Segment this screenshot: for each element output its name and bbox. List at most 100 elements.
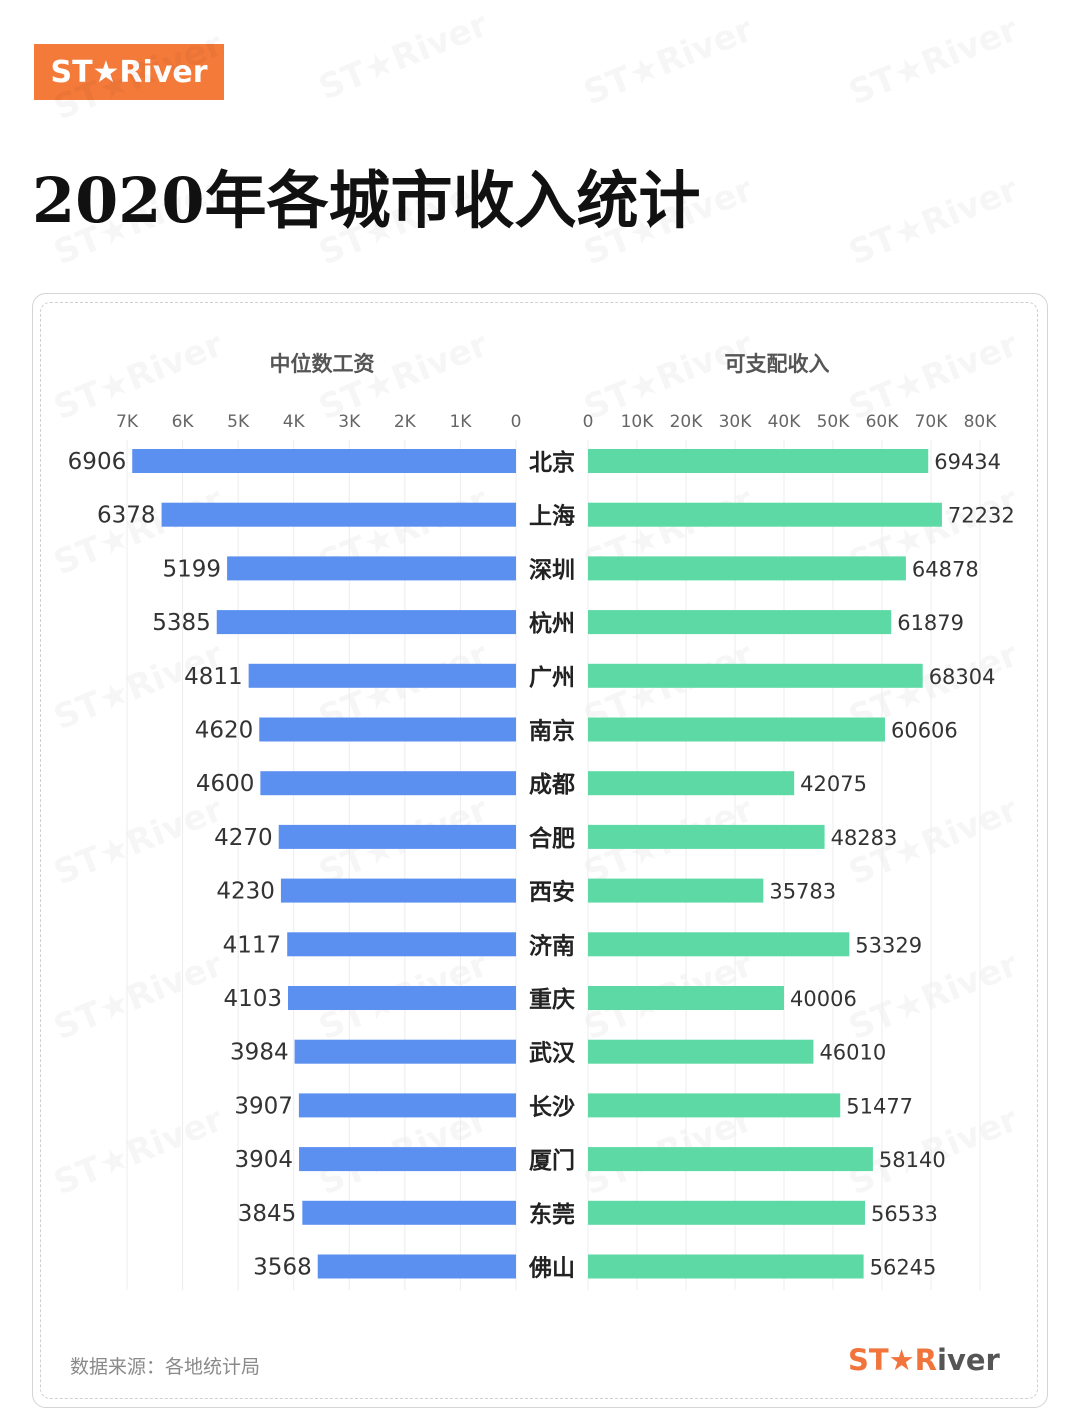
watermark-text: ST★River <box>843 169 1023 273</box>
right-bar-value-label: 68304 <box>929 665 996 689</box>
right-bar-value-label: 60606 <box>891 719 958 743</box>
left-bar <box>227 556 516 581</box>
watermark-text: ST★River <box>578 169 758 273</box>
right-bar-value-label: 56533 <box>871 1202 938 1226</box>
chart-card-inner-border <box>40 302 1038 1399</box>
right-bar <box>588 1254 864 1279</box>
city-category-label: 合肥 <box>529 825 575 852</box>
city-category-label: 东莞 <box>529 1201 575 1228</box>
left-axis-tick-label: 7K <box>116 412 139 432</box>
left-bar-value-label: 4103 <box>223 986 282 1012</box>
city-category-label: 南京 <box>529 718 575 745</box>
right-bar <box>588 932 850 957</box>
right-bar-value-label: 56245 <box>870 1256 937 1280</box>
brand-logo-text: ST★River <box>50 54 208 90</box>
right-bar-value-label: 35783 <box>769 880 836 904</box>
left-axis-tick-label: 6K <box>172 412 195 432</box>
watermark-text: ST★River <box>313 169 493 273</box>
right-axis-tick-label: 60K <box>866 412 900 432</box>
right-bar-value-label: 46010 <box>819 1041 886 1065</box>
city-category-label: 长沙 <box>529 1094 575 1120</box>
right-bar <box>588 986 785 1010</box>
footer-logo-rest: iver <box>937 1343 1000 1377</box>
left-bar-value-label: 3907 <box>234 1093 293 1119</box>
page-title: 2020年各城市收入统计 <box>32 164 701 237</box>
left-bar <box>299 1147 516 1172</box>
left-axis-tick-label: 2K <box>394 412 417 432</box>
left-bar-value-label: 4230 <box>216 879 275 905</box>
right-bar <box>588 824 825 849</box>
watermark-text: ST★River <box>48 1099 228 1203</box>
right-axis-tick-label: 10K <box>621 412 655 432</box>
city-category-label: 广州 <box>529 664 575 691</box>
left-bar-value-label: 4270 <box>214 825 273 851</box>
right-bar-value-label: 53329 <box>855 933 922 957</box>
left-series-title: 中位数工资 <box>270 352 375 376</box>
left-axis-tick-label: 0 <box>511 412 522 432</box>
right-axis-tick-label: 20K <box>670 412 704 432</box>
right-bar <box>588 449 929 473</box>
left-bar-value-label: 5385 <box>152 610 211 636</box>
right-axis-tick-label: 30K <box>719 412 753 432</box>
right-bar <box>588 878 764 903</box>
right-bar-value-label: 42075 <box>800 772 867 796</box>
city-category-label: 重庆 <box>529 986 575 1013</box>
right-bar <box>588 663 923 688</box>
footer-logo-accent: ST★R <box>848 1343 937 1377</box>
brand-logo-badge: ST★River <box>34 44 224 100</box>
left-bar-value-label: 4811 <box>184 664 243 690</box>
right-bar-value-label: 40006 <box>790 987 857 1011</box>
left-axis-tick-label: 3K <box>338 412 361 432</box>
watermark-text: ST★River <box>313 4 493 108</box>
right-bar-value-label: 69434 <box>934 450 1001 474</box>
city-category-label: 上海 <box>529 503 575 530</box>
left-bar <box>280 878 516 903</box>
right-bar-value-label: 58140 <box>879 1148 946 1172</box>
left-bar <box>302 1200 516 1225</box>
city-category-label: 成都 <box>529 772 575 798</box>
right-axis-tick-label: 70K <box>915 412 949 432</box>
right-bar-value-label: 64878 <box>912 557 979 581</box>
right-bar <box>588 1200 866 1225</box>
left-bar <box>132 449 517 473</box>
right-axis-tick-label: 80K <box>964 412 998 432</box>
right-bar <box>588 502 942 527</box>
watermark-text: ST★River <box>48 944 228 1048</box>
chart-card <box>32 293 1048 1408</box>
right-axis-tick-label: 0 <box>583 412 594 432</box>
city-category-label: 武汉 <box>529 1041 576 1067</box>
city-category-label: 北京 <box>529 449 575 476</box>
left-bar-value-label: 4117 <box>223 932 282 958</box>
right-bar <box>588 610 892 635</box>
left-axis-tick-label: 5K <box>227 412 250 432</box>
right-bar-value-label: 51477 <box>846 1094 913 1118</box>
right-axis-tick-label: 40K <box>768 412 802 432</box>
city-category-label: 济南 <box>529 932 575 959</box>
right-bar <box>588 1039 814 1064</box>
city-category-label: 杭州 <box>529 610 575 637</box>
right-bar <box>588 1147 873 1172</box>
city-category-label: 西安 <box>529 879 575 906</box>
source-note: 数据来源：各地统计局 <box>70 1356 261 1378</box>
left-bar-value-label: 4600 <box>196 771 255 797</box>
left-bar-value-label: 3984 <box>230 1040 289 1066</box>
left-bar <box>278 824 516 849</box>
left-bar-value-label: 3568 <box>253 1255 312 1281</box>
right-bar-value-label: 61879 <box>897 611 964 635</box>
left-axis-tick-label: 1K <box>449 412 472 432</box>
left-bar <box>317 1254 516 1279</box>
right-axis-tick-label: 50K <box>817 412 851 432</box>
left-bar-value-label: 6378 <box>97 503 156 529</box>
left-bar <box>259 717 516 742</box>
left-bar-value-label: 4620 <box>195 718 254 744</box>
right-series-title: 可支配收入 <box>725 352 830 376</box>
left-bar <box>294 1039 516 1064</box>
watermark-text: ST★River <box>578 9 758 113</box>
footer-brand-logo: ST★River <box>848 1343 1000 1377</box>
watermark-text: ST★River <box>48 169 228 273</box>
left-bar <box>161 502 516 527</box>
right-bar <box>588 717 885 742</box>
left-bar <box>260 771 516 796</box>
city-category-label: 厦门 <box>529 1147 575 1174</box>
